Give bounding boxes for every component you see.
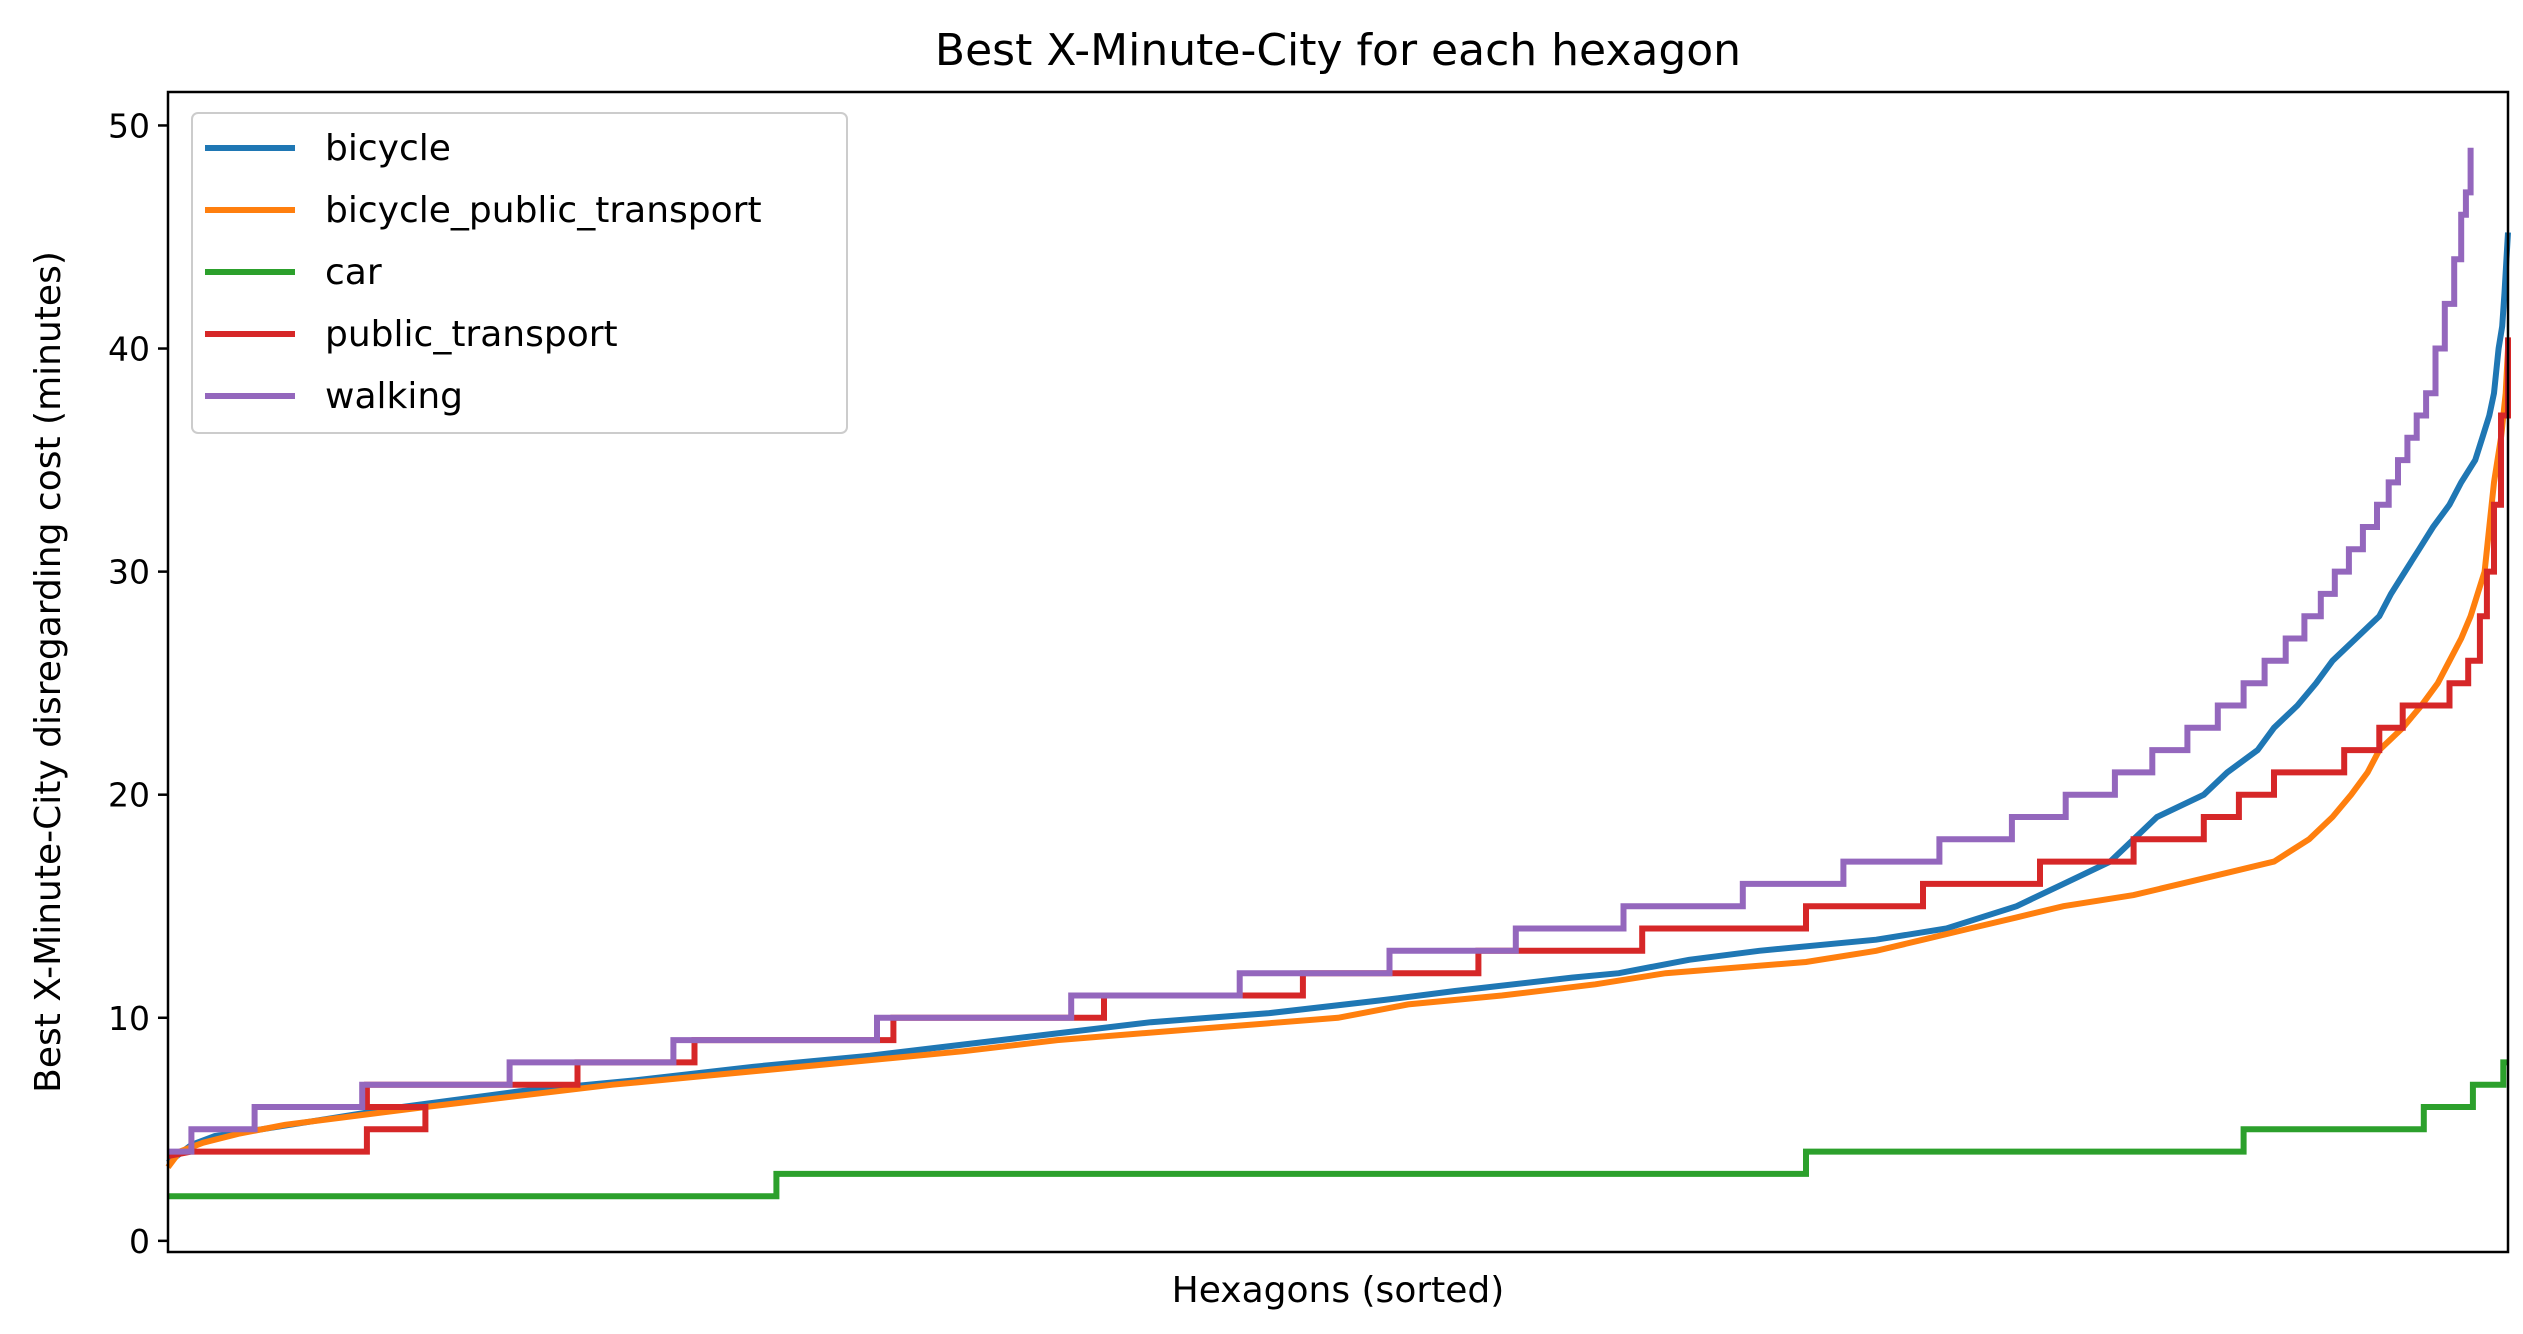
legend-box [191,112,848,434]
series-line-car [168,1059,2508,1200]
y-tick-label: 50 [108,106,150,145]
series-line-bicycle [166,232,2511,1166]
legend-label-bicycle-public-transport: bicycle_public_transport [325,190,762,231]
y-axis-label: Best X-Minute-City disregarding cost (mi… [28,251,69,1093]
series-lines [165,147,2511,1200]
legend-label-public-transport: public_transport [325,314,618,355]
x-axis-label: Hexagons (sorted) [1172,1270,1505,1311]
legend-label-bicycle: bicycle [325,128,451,169]
series-line-walking [168,147,2474,1155]
series-line-bicycle-public-transport [165,348,2511,1169]
y-tick-label: 40 [108,330,150,369]
legend-label-car: car [325,252,382,293]
y-axis-ticks: 0 10 20 30 40 50 [108,106,168,1261]
y-tick-label: 10 [108,999,150,1038]
y-tick-label: 30 [108,553,150,592]
chart-title: Best X-Minute-City for each hexagon [935,25,1741,76]
plot-frame [166,90,2510,1254]
legend-label-walking: walking [325,376,463,417]
y-tick-label: 20 [108,776,150,815]
y-tick-label: 0 [129,1222,150,1261]
